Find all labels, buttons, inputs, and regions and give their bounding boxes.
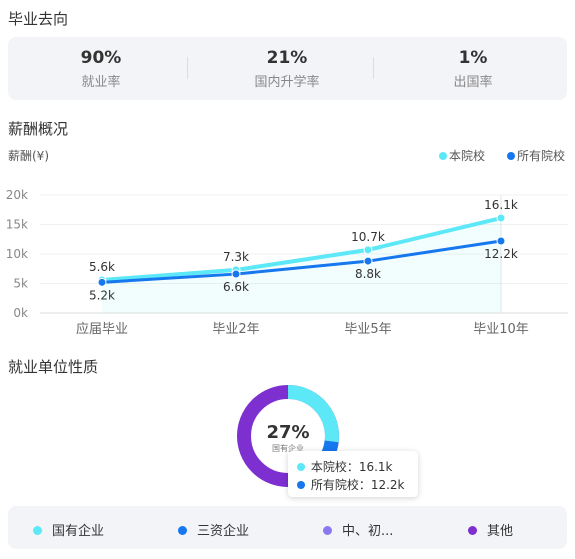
legend-label: 国有企业 bbox=[52, 524, 105, 539]
legend-label: 其他 bbox=[487, 524, 514, 539]
data-label: 5.2k bbox=[89, 288, 115, 302]
x-tick-label: 应届毕业 bbox=[76, 321, 128, 337]
tooltip-dot-icon bbox=[297, 463, 305, 471]
legend-dot-icon bbox=[33, 526, 42, 535]
legend-label: 中、初... bbox=[342, 524, 394, 539]
stat-label: 国内升学率 bbox=[254, 75, 320, 90]
stat-value: 90% bbox=[80, 48, 122, 68]
data-label: 16.1k bbox=[484, 198, 518, 212]
chart-tooltip: 本院校：16.1k 所有院校：12.2k bbox=[288, 451, 418, 497]
legend-dot-icon bbox=[507, 152, 515, 160]
stat-label: 出国率 bbox=[453, 75, 493, 90]
tooltip-label: 所有院校：12.2k bbox=[310, 478, 405, 492]
data-point[interactable] bbox=[97, 277, 107, 287]
data-label: 5.6k bbox=[89, 260, 115, 274]
stat-label: 就业率 bbox=[81, 75, 121, 90]
employment-stats-card: 90% 就业率 21% 国内升学率 1% 出国率 bbox=[8, 37, 567, 100]
y-tick-label: 5k bbox=[13, 277, 28, 291]
unit-type-legend: 国有企业 三资企业 中、初... 其他 bbox=[8, 506, 567, 549]
legend-item-state-owned[interactable]: 国有企业 bbox=[33, 520, 104, 539]
y-tick-label: 10k bbox=[6, 247, 28, 261]
legend-label: 本院校 bbox=[449, 149, 486, 163]
series-line bbox=[101, 216, 502, 282]
legend-item-mid-junior[interactable]: 中、初... bbox=[323, 520, 393, 539]
data-point[interactable] bbox=[231, 269, 241, 279]
legend-item-foreign[interactable]: 三资企业 bbox=[178, 520, 249, 539]
data-point[interactable] bbox=[363, 245, 373, 255]
stat-divider bbox=[373, 57, 374, 79]
legend-dot-icon bbox=[439, 152, 447, 160]
legend-label: 所有院校 bbox=[517, 149, 566, 163]
legend-this-school[interactable]: 本院校 bbox=[439, 147, 485, 164]
legend-dot-icon bbox=[178, 526, 187, 535]
salary-section-title: 薪酬概况 bbox=[8, 120, 69, 138]
tooltip-row-this-school: 本院校：16.1k bbox=[297, 458, 393, 475]
donut-segment-state-owned[interactable] bbox=[287, 385, 339, 443]
tooltip-row-all-schools: 所有院校：12.2k bbox=[297, 476, 405, 493]
legend-all-schools[interactable]: 所有院校 bbox=[507, 147, 565, 164]
salary-unit-label: 薪酬(¥) bbox=[8, 149, 49, 163]
donut-center-label: 国有企业 bbox=[272, 444, 304, 453]
data-label: 12.2k bbox=[484, 247, 518, 261]
data-label: 10.7k bbox=[351, 230, 385, 244]
x-tick-label: 毕业10年 bbox=[473, 322, 529, 337]
x-tick-label: 毕业2年 bbox=[212, 322, 259, 337]
legend-dot-icon bbox=[323, 526, 332, 535]
data-point[interactable] bbox=[496, 236, 506, 246]
tooltip-label: 本院校：16.1k bbox=[310, 460, 393, 474]
legend-label: 三资企业 bbox=[197, 524, 250, 539]
y-tick-label: 20k bbox=[6, 188, 28, 202]
salary-line-chart: 0k 5k 10k 15k 20k 应届毕业 毕业2年 毕业5年 毕业10年 5.6k 7.3k 1… bbox=[6, 188, 568, 337]
stat-divider bbox=[187, 57, 188, 79]
series-area bbox=[102, 218, 501, 313]
stat-abroad-rate: 1% 出国率 bbox=[380, 47, 566, 90]
legend-item-other[interactable]: 其他 bbox=[468, 520, 513, 539]
stat-value: 1% bbox=[458, 48, 488, 68]
data-label: 8.8k bbox=[355, 267, 381, 281]
legend-dot-icon bbox=[468, 526, 477, 535]
data-point[interactable] bbox=[496, 213, 506, 223]
donut-center-value: 27% bbox=[266, 422, 310, 443]
data-point[interactable] bbox=[363, 256, 373, 266]
stat-value: 21% bbox=[266, 48, 308, 68]
employment-section-title: 毕业去向 bbox=[8, 10, 69, 28]
tooltip-dot-icon bbox=[297, 481, 305, 489]
series-line bbox=[101, 239, 502, 284]
y-tick-label: 0k bbox=[13, 306, 28, 320]
stat-employment-rate: 90% 就业率 bbox=[8, 47, 194, 90]
stat-domestic-study-rate: 21% 国内升学率 bbox=[194, 47, 380, 90]
data-label: 7.3k bbox=[223, 250, 249, 264]
y-tick-label: 15k bbox=[6, 218, 28, 232]
units-section-title: 就业单位性质 bbox=[8, 358, 99, 376]
donut-center: 27% 国有企业 bbox=[262, 423, 314, 454]
x-tick-label: 毕业5年 bbox=[344, 322, 391, 337]
data-label: 6.6k bbox=[223, 280, 249, 294]
